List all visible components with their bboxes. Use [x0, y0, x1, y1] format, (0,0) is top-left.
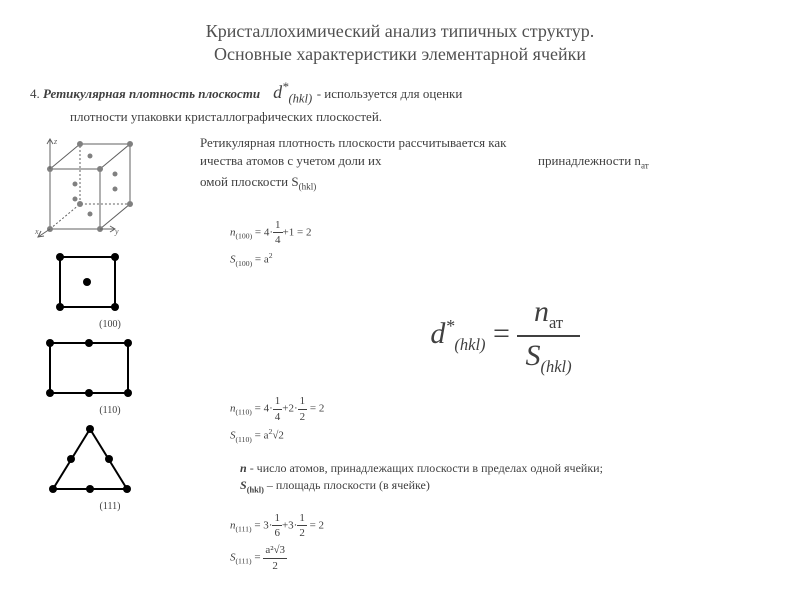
svg-text:z: z	[53, 137, 58, 146]
calc-line-3: омой плоскости S(hkl)	[200, 173, 770, 193]
slide-title: Кристаллохимический анализ типичных стру…	[30, 20, 770, 67]
plane-100-diagram: (100)	[30, 252, 190, 330]
eq-s-110: S(110) = a2√2	[230, 427, 770, 445]
main-formula: d*(hkl) = nат S(hkl)	[240, 293, 770, 379]
density-symbol: d*(hkl)	[273, 82, 317, 102]
plane-111-diagram: (111)	[30, 424, 190, 512]
item-number: 4.	[30, 86, 40, 101]
svg-text:x: x	[34, 227, 39, 236]
legend-n: n - число атомов, принадлежащих плоскост…	[240, 460, 770, 477]
plane-100-label: (100)	[30, 319, 190, 330]
eq-s-111: S(111) = a²√32	[230, 543, 770, 573]
eq-n-110: n(110) = 4·14+2·12 = 2	[230, 394, 770, 424]
calc-line-1: Ретикулярная плотность плоскости рассчит…	[200, 134, 770, 152]
plane-111-label: (111)	[30, 501, 190, 512]
calc-description: Ретикулярная плотность плоскости рассчит…	[200, 134, 770, 193]
cube-diagram: z y x	[30, 134, 190, 244]
plane-110-label: (110)	[30, 405, 190, 416]
definition-line-2: плотности упаковки кристаллографических …	[70, 108, 770, 126]
definition-line: 4. Ретикулярная плотность плоскости d*(h…	[30, 79, 770, 126]
formula-legend: n - число атомов, принадлежащих плоскост…	[240, 460, 770, 496]
title-line-2: Основные характеристики элементарной яче…	[30, 43, 770, 66]
eq-s-100: S(100) = a2	[230, 251, 770, 269]
svg-text:y: y	[114, 227, 119, 236]
definition-tail: - используется для оценки	[317, 86, 463, 101]
eq-n-111: n(111) = 3·16+3·12 = 2	[230, 511, 770, 541]
eq-n-100: n(100) = 4·14+1 = 2	[230, 218, 770, 248]
text-column: Ретикулярная плотность плоскости рассчит…	[200, 134, 770, 576]
diagrams-column: z y x (100) (110)	[30, 134, 190, 576]
plane-110-diagram: (110)	[30, 338, 190, 416]
item-name: Ретикулярная плотность плоскости	[43, 86, 260, 101]
title-line-1: Кристаллохимический анализ типичных стру…	[30, 20, 770, 43]
content-row: z y x (100) (110)	[30, 134, 770, 576]
legend-s: S(hkl) – площадь плоскости (в ячейке)	[240, 477, 770, 496]
calc-line-2: ичества атомов с учетом доли их принадле…	[200, 152, 770, 172]
